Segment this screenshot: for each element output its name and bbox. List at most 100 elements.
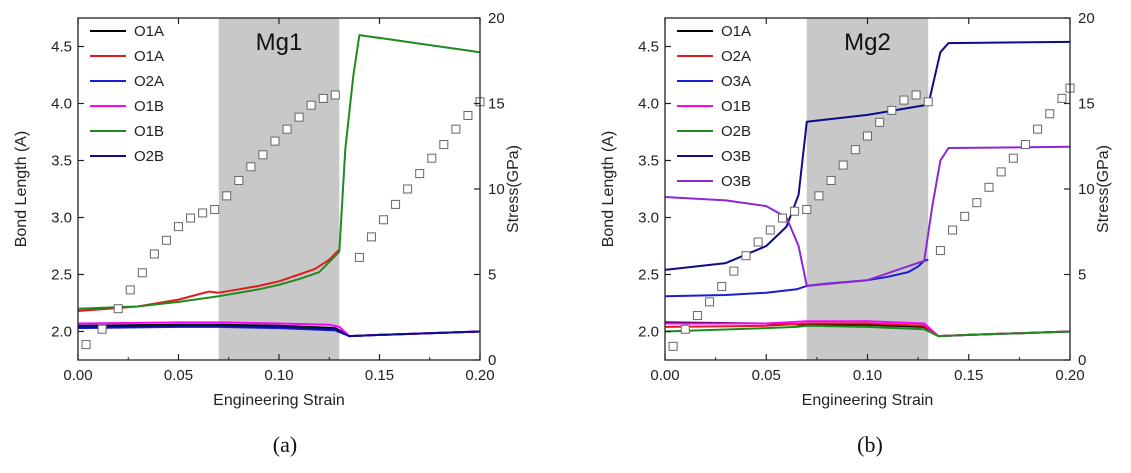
shaded-region [218,18,340,360]
y-tick-label: 3.0 [51,210,72,227]
stress-marker [391,199,401,209]
panel-label: (a) [273,432,297,457]
stress-marker [439,140,449,150]
stress-marker [875,117,885,127]
x-tick-label: 0.10 [264,367,293,384]
stress-marker [427,153,437,163]
stress-marker [1045,109,1055,119]
x-axis-label: Engineering Strain [802,392,934,409]
y-tick-label: 3.0 [638,210,659,227]
legend-label: O2B [721,123,751,140]
stress-marker [899,95,909,105]
stress-marker [668,341,678,351]
stress-marker [729,266,739,276]
stress-marker [198,208,208,218]
legend-label: O1A [134,23,164,40]
y-tick-label: 2.0 [638,324,659,341]
stress-marker [765,225,775,235]
stress-marker [1008,153,1018,163]
legend-label: O1B [721,98,751,115]
stress-marker [996,167,1006,177]
legend-label: O1A [721,23,751,40]
y2-tick-label: 0 [488,352,496,369]
x-tick-label: 0.15 [365,367,394,384]
stress-marker [451,124,461,134]
y2-tick-label: 0 [1078,352,1086,369]
y2-tick-label: 20 [1078,10,1095,27]
x-tick-label: 0.15 [954,367,983,384]
y2-tick-label: 10 [1078,181,1095,198]
stress-marker [826,175,836,185]
legend-label: O2B [134,148,164,165]
series-line-o3b-6 [664,145,1071,287]
stress-marker [814,191,824,201]
series-line-o2b-4 [664,324,1071,338]
y2-axis-label: Stress(GPa) [505,145,522,233]
stress-marker [113,304,123,314]
y-tick-label: 2.5 [638,267,659,284]
x-tick-label: 0.10 [853,367,882,384]
stress-marker [97,324,107,334]
x-tick-label: 0.05 [752,367,781,384]
stress-marker [935,246,945,256]
series-line-o2b-5 [77,324,481,338]
y-axis-label: Bond Length (A) [600,131,617,248]
stress-marker [354,252,364,262]
legend-label: O3B [721,148,751,165]
shaded-region-label: Mg1 [256,29,303,56]
stress-marker [1057,93,1067,103]
series-line-o1b-4 [77,34,481,310]
legend-label: O2A [134,73,164,90]
stress-marker [838,160,848,170]
y-tick-label: 3.5 [638,153,659,170]
stress-marker [753,237,763,247]
stress-marker [294,112,304,122]
stress-marker [1020,140,1030,150]
stress-marker [258,150,268,160]
chart-panel-a: Mg1 0.00 0.05 0.10 0.15 0.20 2.0 2.5 3.0 3.5 4.0 4.… [13,10,522,457]
stress-marker [717,281,727,291]
legend-label: O1B [134,123,164,140]
stress-marker [282,124,292,134]
stress-marker [330,90,340,100]
stress-marker [972,198,982,208]
stress-marker [850,145,860,155]
x-tick-label: 0.20 [465,367,494,384]
stress-marker [960,211,970,221]
legend-label: O1B [134,98,164,115]
stress-marker [149,249,159,259]
chart-panel-b: Mg2 0.00 0.05 0.10 0.15 0.20 2.0 2.5 3.0 3.5 4.0 4.… [600,10,1112,457]
stress-marker [270,136,280,146]
stress-marker [948,225,958,235]
legend-label: O3B [721,173,751,190]
stress-marker [318,93,328,103]
y2-axis-label: Stress(GPa) [1095,145,1112,233]
series-line-o3b-5 [664,40,1071,271]
y2-tick-label: 5 [488,267,496,284]
y-tick-label: 2.0 [51,324,72,341]
stress-marker [790,206,800,216]
stress-marker [379,215,389,225]
y2-tick-label: 15 [1078,96,1095,113]
stress-marker [246,162,256,172]
stress-marker [1033,124,1043,134]
x-axis-label: Engineering Strain [213,392,345,409]
y-tick-label: 4.0 [51,96,72,113]
legend-label: O1A [134,48,164,65]
stress-marker [692,311,702,321]
stress-marker [923,97,933,107]
y-axis-label: Bond Length (A) [13,131,30,248]
legend-label: O3A [721,73,751,90]
y-tick-label: 4.5 [51,39,72,56]
stress-marker [174,222,183,232]
shaded-region-label: Mg2 [844,29,891,56]
stress-marker [403,184,413,194]
x-tick-label: 0.05 [164,367,193,384]
stress-marker [984,182,994,192]
panel-label: (b) [857,432,883,457]
stress-marker [306,100,316,110]
y2-tick-label: 15 [488,96,505,113]
stress-marker [137,268,147,278]
y-tick-label: 2.5 [51,267,72,284]
x-tick-label: 0.00 [63,367,92,384]
